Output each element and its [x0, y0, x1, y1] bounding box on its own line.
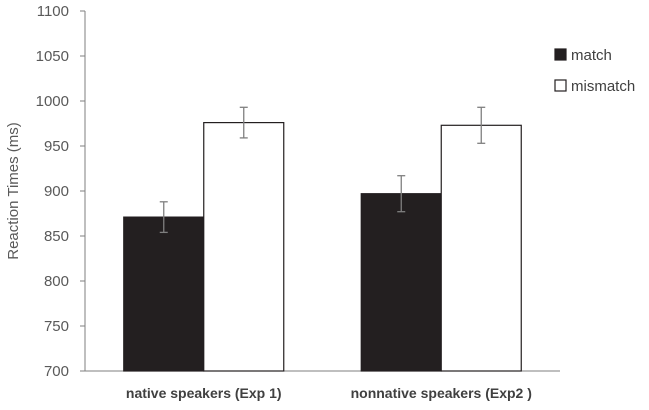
x-axis: native speakers (Exp 1) nonnative speaker… [85, 370, 560, 401]
bar-match-1 [360, 193, 442, 372]
error-bars [159, 106, 486, 234]
x-category-label: nonnative speakers (Exp2 ) [351, 385, 532, 401]
bar-mismatch-1 [440, 124, 522, 372]
legend-label: match [571, 47, 612, 64]
y-tick-label: 900 [44, 183, 69, 200]
y-tick-label: 750 [44, 318, 69, 335]
y-axis-title: Reaction Times (ms) [5, 122, 22, 260]
x-category-label: native speakers (Exp 1) [126, 385, 282, 401]
y-tick-label: 1100 [37, 3, 69, 20]
legend-swatch-mismatch [554, 79, 567, 92]
error-bar-match-1 [397, 175, 406, 213]
y-tick-label: 700 [44, 363, 69, 380]
legend-item-match: match [554, 47, 612, 64]
y-tick-label: 1000 [36, 93, 69, 110]
y-tick-label: 1050 [36, 48, 69, 65]
legend-item-mismatch: mismatch [554, 78, 635, 95]
bars [123, 121, 522, 372]
y-tick-label: 800 [44, 273, 69, 290]
error-bar-mismatch-0 [239, 106, 248, 139]
y-tick-label: 850 [44, 228, 69, 245]
y-axis: 700 750 800 850 900 950 1000 1050 1100 [36, 3, 86, 380]
y-tick-label: 950 [44, 138, 69, 155]
legend: match mismatch [554, 47, 635, 95]
legend-swatch-match [554, 48, 567, 61]
error-bar-mismatch-1 [477, 106, 486, 144]
bar-match-0 [123, 216, 205, 372]
legend-label: mismatch [571, 78, 635, 95]
error-bar-match-0 [159, 201, 168, 234]
bar-mismatch-0 [203, 121, 285, 372]
